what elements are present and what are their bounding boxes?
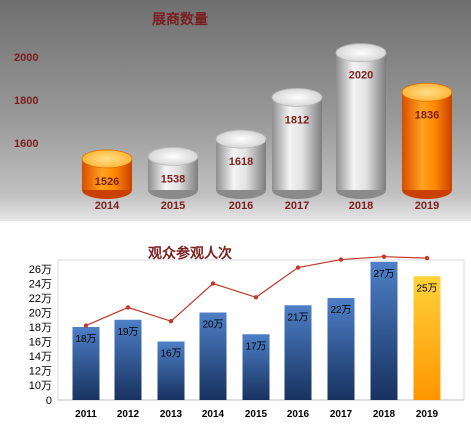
category-label: 2014 — [202, 409, 225, 420]
cylinder-top — [401, 82, 453, 102]
bar-2014: 1526 — [81, 149, 133, 199]
y-tick-label: 1800 — [14, 95, 38, 107]
y-tick-label: 1600 — [14, 138, 38, 150]
bar-2011: 18万 — [72, 327, 100, 400]
value-label: 22万 — [330, 305, 351, 316]
bar-rect — [242, 334, 270, 400]
y-tick-label: 20万 — [29, 308, 52, 320]
cylinder-face — [272, 97, 322, 190]
bar-rect — [72, 327, 100, 400]
category-label: 2019 — [416, 409, 439, 420]
y-tick-label: 0 — [46, 395, 52, 407]
y-tick-label: 22万 — [29, 293, 52, 305]
category-label: 2016 — [229, 200, 253, 212]
bar-2018: 2020 — [335, 43, 387, 199]
category-label: 2015 — [245, 409, 268, 420]
cylinder-top — [215, 129, 267, 149]
bar-2019: 25万 — [413, 276, 441, 400]
trend-point — [424, 255, 430, 261]
cylinder-top — [271, 88, 323, 107]
value-label: 1526 — [95, 176, 119, 188]
category-label: 2016 — [287, 409, 310, 420]
bar-2017: 1812 — [271, 88, 323, 199]
category-label: 2017 — [330, 409, 353, 420]
value-label: 2020 — [349, 70, 373, 82]
bar-2012: 19万 — [114, 319, 142, 400]
category-label: 2017 — [285, 200, 309, 212]
bar-rect — [114, 319, 142, 400]
bar-2017: 22万 — [327, 298, 355, 400]
exhibitor-chart-svg: 2000 1800 1600 1526 1538 1618 1812 2020 1836 20… — [0, 11, 471, 221]
bar-2013: 16万 — [157, 341, 185, 400]
value-label: 20万 — [202, 320, 223, 331]
cylinder-face — [336, 52, 386, 191]
bar-2018: 27万 — [370, 261, 398, 400]
bar-2019: 1836 — [401, 82, 453, 199]
y-tick-label: 16万 — [29, 337, 52, 349]
exhibitor-count-chart: 2000 1800 1600 1526 1538 1618 1812 2020 1836 20… — [0, 0, 471, 221]
trend-point — [381, 254, 387, 259]
chart-title: 展商数量 — [152, 11, 208, 27]
y-tick-label: 26万 — [29, 264, 52, 276]
bar-rect — [199, 312, 227, 400]
bar-rect — [327, 298, 355, 400]
category-label: 2018 — [373, 409, 396, 420]
y-tick-label: 24万 — [29, 279, 52, 291]
bar-rect — [413, 276, 441, 400]
trend-point — [253, 295, 259, 300]
bar-2014: 20万 — [199, 312, 227, 400]
value-label: 19万 — [117, 327, 138, 338]
visitor-count-chart: 0 10万 12万 14万 16万 18万 20万 22万 24万 26万 18万 19万 16万 20… — [0, 228, 471, 425]
chart-title: 观众参观人次 — [148, 245, 232, 261]
category-label: 2011 — [75, 409, 97, 420]
category-label: 2018 — [349, 200, 373, 212]
category-label: 2014 — [95, 200, 120, 212]
visitor-chart-svg: 0 10万 12万 14万 16万 18万 20万 22万 24万 26万 18万 19万 16万 20… — [29, 245, 465, 420]
cylinder-top — [147, 146, 199, 166]
bar-2016: 21万 — [284, 305, 312, 400]
y-tick-label: 12万 — [29, 366, 52, 378]
value-label: 25万 — [416, 283, 437, 294]
trend-point — [168, 319, 174, 324]
cylinder-top — [335, 43, 387, 63]
value-label: 1538 — [161, 173, 185, 185]
bar-2015: 1538 — [147, 146, 199, 199]
value-label: 21万 — [287, 312, 308, 323]
value-label: 16万 — [160, 349, 181, 360]
bar-rect — [157, 341, 185, 400]
cylinder-top — [81, 149, 133, 169]
y-tick-label: 18万 — [29, 322, 52, 334]
value-label: 17万 — [245, 341, 266, 352]
value-label: 1812 — [285, 114, 309, 126]
cylinder-face — [402, 92, 452, 190]
trend-point — [125, 305, 131, 310]
category-label: 2019 — [415, 200, 439, 212]
value-label: 27万 — [373, 269, 394, 280]
y-tick-label: 10万 — [29, 380, 52, 392]
trend-point — [83, 323, 89, 328]
bar-rect — [370, 261, 398, 400]
y-tick-label: 2000 — [14, 52, 38, 64]
bar-2015: 17万 — [242, 334, 270, 400]
trend-point — [210, 281, 216, 286]
trend-point — [338, 257, 344, 262]
y-tick-label: 14万 — [29, 351, 52, 363]
category-label: 2015 — [161, 200, 185, 212]
bar-rect — [284, 305, 312, 400]
trend-point — [295, 265, 301, 270]
value-label: 1836 — [415, 109, 439, 121]
value-label: 1618 — [229, 156, 253, 168]
value-label: 18万 — [75, 334, 96, 345]
bar-2016: 1618 — [215, 129, 267, 199]
category-label: 2013 — [160, 409, 183, 420]
category-label: 2012 — [117, 409, 140, 420]
